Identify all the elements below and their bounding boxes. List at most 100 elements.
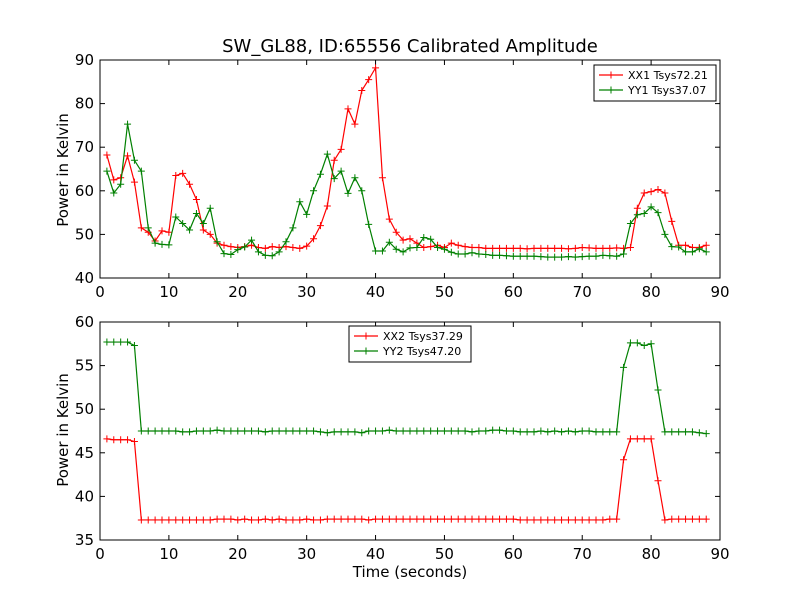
data-point-marker <box>475 243 483 251</box>
data-point-marker <box>254 516 262 524</box>
series-markers <box>103 338 710 438</box>
data-point-marker <box>351 428 359 436</box>
data-point-marker <box>282 516 290 524</box>
data-point-marker <box>647 188 655 196</box>
data-point-marker <box>392 515 400 523</box>
data-point-marker <box>323 429 331 437</box>
x-tick-label: 80 <box>642 283 661 301</box>
data-point-marker <box>144 516 152 524</box>
data-point-marker <box>330 156 338 164</box>
data-point-marker <box>523 245 531 253</box>
data-point-marker <box>385 515 393 523</box>
data-point-marker <box>344 105 352 113</box>
data-point-marker <box>220 241 228 249</box>
data-point-marker <box>640 209 648 217</box>
data-point-marker <box>351 515 359 523</box>
data-point-marker <box>151 239 159 247</box>
data-point-marker <box>330 515 338 523</box>
data-point-marker <box>241 515 249 523</box>
data-point-marker <box>537 244 545 252</box>
data-point-marker <box>337 515 345 523</box>
y-tick-label: 80 <box>75 95 94 113</box>
data-point-marker <box>323 515 331 523</box>
x-tick-label: 70 <box>573 545 592 563</box>
data-point-marker <box>399 427 407 435</box>
data-point-marker <box>316 516 324 524</box>
data-point-marker <box>206 230 214 238</box>
data-point-marker <box>268 252 276 260</box>
data-point-marker <box>199 220 207 227</box>
data-point-marker <box>482 515 490 523</box>
data-point-marker <box>551 244 559 252</box>
data-point-marker <box>626 243 634 251</box>
data-point-marker <box>365 220 373 228</box>
data-point-marker <box>434 515 442 523</box>
data-point-marker <box>406 244 414 252</box>
data-point-marker <box>124 338 132 346</box>
data-point-marker <box>620 250 628 258</box>
data-point-marker <box>268 427 276 435</box>
data-point-marker <box>434 427 442 435</box>
data-point-marker <box>599 244 607 252</box>
bottom-plot: 0 10 20 30 40 50 60 70 80 90 35 40 45 50 55 60 XX2 Tsys3… <box>75 313 730 563</box>
data-point-marker <box>530 244 538 252</box>
data-point-marker <box>558 516 566 524</box>
data-point-marker <box>303 242 311 250</box>
data-point-marker <box>199 427 207 435</box>
data-point-marker <box>482 244 490 252</box>
legend-box <box>593 64 717 102</box>
data-point-marker <box>447 515 455 523</box>
data-point-marker <box>454 515 462 523</box>
data-point-marker <box>372 64 380 72</box>
data-point-marker <box>675 243 683 251</box>
data-point-marker <box>606 252 614 260</box>
data-point-marker <box>289 427 297 435</box>
x-tick-label: 30 <box>297 283 316 301</box>
data-point-marker <box>558 244 566 252</box>
data-point-marker <box>316 428 324 436</box>
legend-marker <box>607 86 615 94</box>
data-point-marker <box>344 428 352 436</box>
data-point-marker <box>303 427 311 435</box>
data-point-marker <box>248 516 256 524</box>
data-point-marker <box>695 429 703 437</box>
data-point-marker <box>165 241 173 249</box>
data-point-marker <box>192 196 200 204</box>
data-point-marker <box>172 427 180 435</box>
data-point-marker <box>523 252 531 260</box>
data-point-marker <box>179 220 187 227</box>
data-point-marker <box>351 174 359 182</box>
data-point-marker <box>378 247 386 255</box>
data-point-marker <box>496 251 504 259</box>
legend-box <box>348 325 472 363</box>
series-markers <box>103 120 710 261</box>
data-point-marker <box>323 150 331 158</box>
data-point-marker <box>378 427 386 435</box>
data-point-marker <box>110 176 118 184</box>
data-point-marker <box>564 516 572 524</box>
data-point-marker <box>248 427 256 435</box>
data-point-marker <box>592 428 600 436</box>
data-point-marker <box>282 427 290 435</box>
data-point-marker <box>633 435 641 443</box>
data-point-marker <box>365 76 373 84</box>
chart-title: SW_GL88, ID:65556 Calibrated Amplitude <box>222 36 598 57</box>
data-point-marker <box>454 250 462 258</box>
data-point-marker <box>130 342 138 350</box>
data-point-marker <box>172 172 180 180</box>
data-point-marker <box>110 189 118 197</box>
x-tick-label: 50 <box>435 283 454 301</box>
data-point-marker <box>654 185 662 193</box>
data-point-marker <box>585 516 593 524</box>
data-point-marker <box>220 250 228 258</box>
data-point-marker <box>633 204 641 212</box>
data-point-marker <box>144 427 152 435</box>
data-point-marker <box>489 515 497 523</box>
data-point-marker <box>420 515 428 523</box>
data-point-marker <box>227 250 235 258</box>
data-point-marker <box>688 248 696 256</box>
data-point-marker <box>461 427 469 435</box>
data-point-marker <box>447 239 455 247</box>
data-point-marker <box>440 427 448 435</box>
data-point-marker <box>358 87 366 95</box>
